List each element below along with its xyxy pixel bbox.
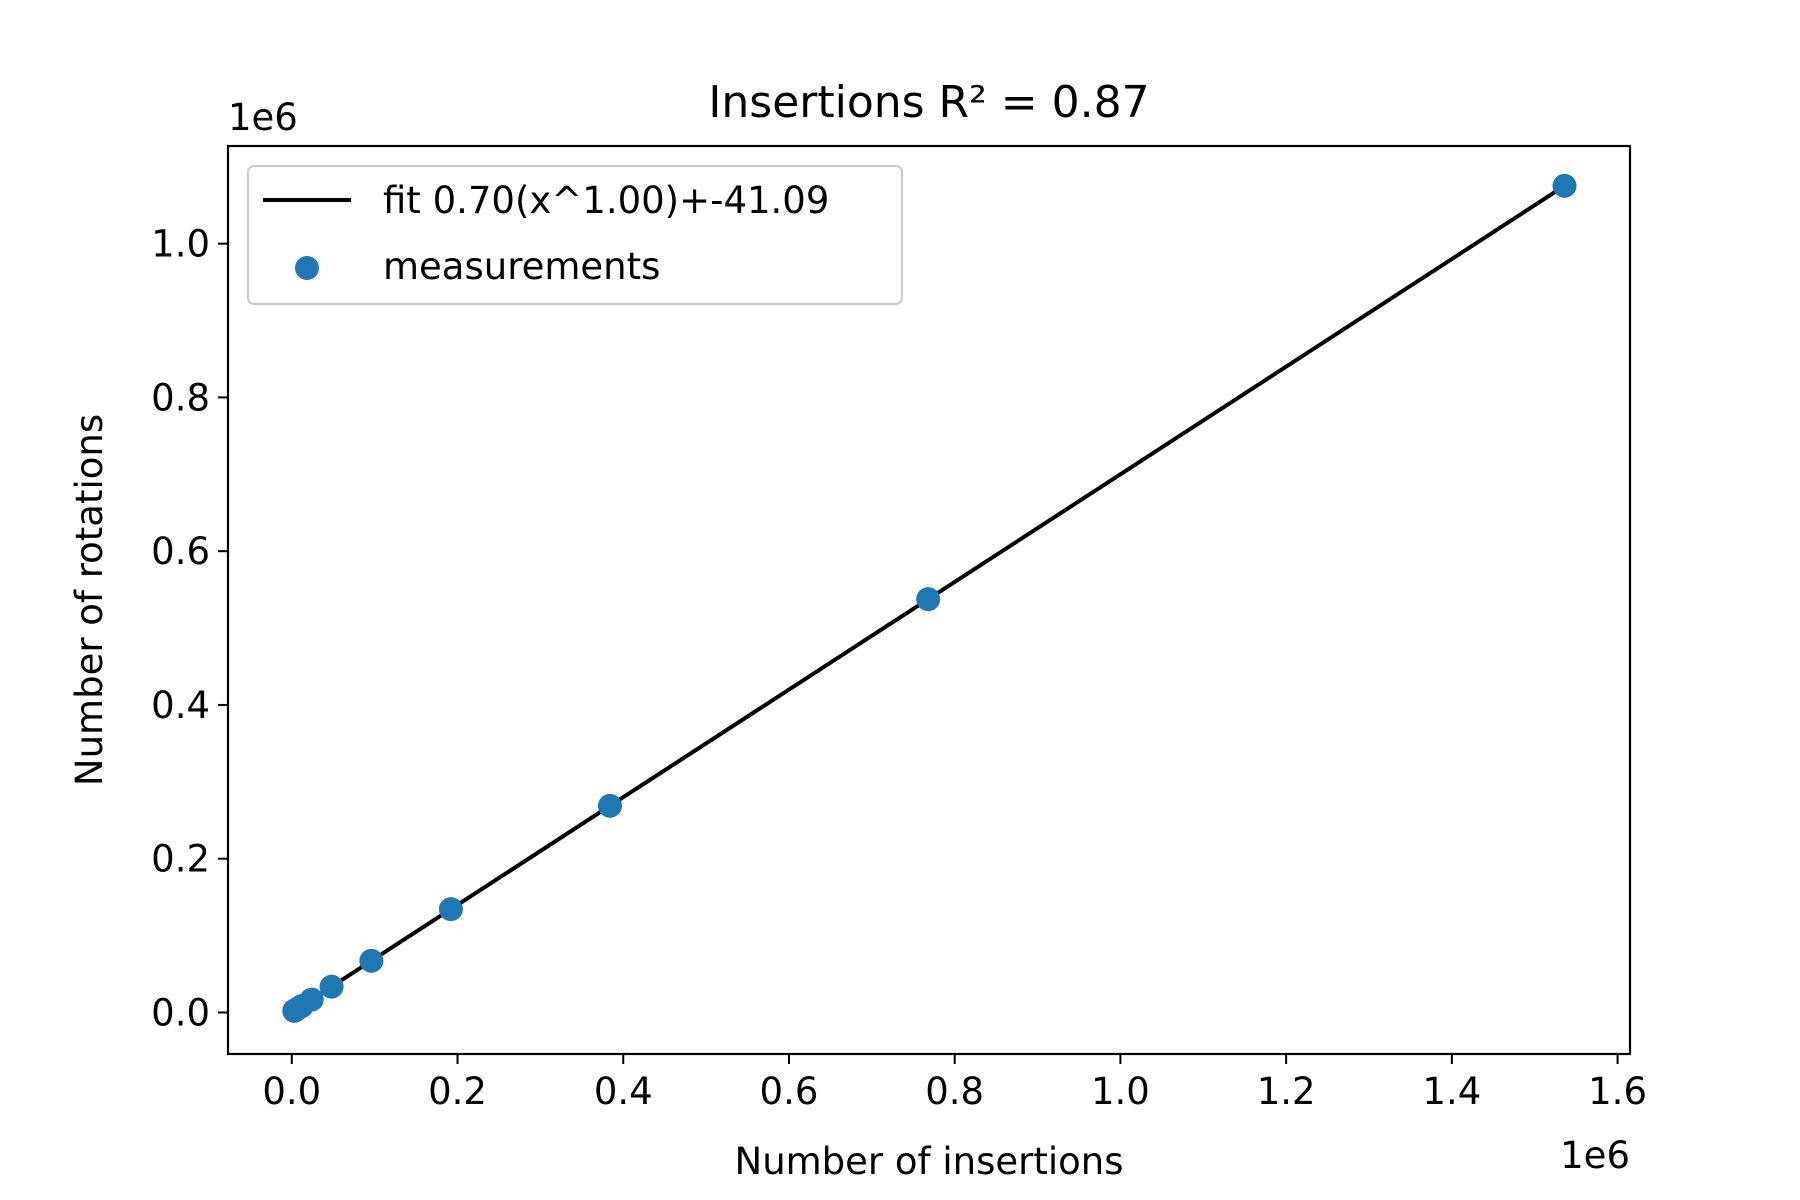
measurement-point: [597, 793, 622, 818]
x-tick-label: 0.8: [925, 1070, 984, 1113]
x-tick-label: 1.4: [1422, 1070, 1481, 1113]
x-tick-label: 0.2: [428, 1070, 487, 1113]
x-tick-label: 1.0: [1091, 1070, 1150, 1113]
x-axis-label: Number of insertions: [735, 1140, 1124, 1183]
measurement-point: [1552, 173, 1577, 198]
ticks: 0.0 0.2 0.4 0.6 0.8 1.0 1.2 1.4 1.6 0.0 0.2 0.4 0.6 0…: [151, 223, 1647, 1113]
legend-marker-swatch: [295, 256, 319, 280]
legend-label-measurements: measurements: [383, 245, 660, 288]
x-tick-label: 0.4: [594, 1070, 653, 1113]
legend-label-fit: fit 0.70(x^1.00)+-41.09: [383, 179, 829, 222]
y-tick-label: 0.8: [151, 376, 210, 419]
measurement-point: [299, 987, 324, 1012]
legend: fit 0.70(x^1.00)+-41.09 measurements: [246, 164, 904, 306]
x-tick-label: 1.2: [1257, 1070, 1316, 1113]
y-tick-label: 0.0: [151, 991, 210, 1034]
legend-box: [246, 164, 904, 306]
measurement-point: [438, 897, 463, 922]
x-tick-label: 0.6: [760, 1070, 819, 1113]
y-tick-label: 0.4: [151, 684, 210, 727]
y-offset-label: 1e6: [228, 96, 298, 139]
measurement-point: [916, 587, 941, 612]
chart-title: Insertions R² = 0.87: [708, 77, 1149, 128]
y-tick-label: 0.2: [151, 838, 210, 881]
y-tick-label: 1.0: [151, 223, 210, 266]
measurement-point: [319, 974, 344, 999]
plot-frame: [226, 144, 1632, 1056]
x-tick-label: 0.0: [262, 1070, 321, 1113]
measurement-point: [359, 948, 384, 973]
x-offset-label: 1e6: [1560, 1134, 1630, 1177]
x-tick-label: 1.6: [1588, 1070, 1647, 1113]
y-tick-label: 0.6: [151, 530, 210, 573]
y-axis-label: Number of rotations: [68, 414, 111, 786]
plot-series: [282, 173, 1577, 1023]
